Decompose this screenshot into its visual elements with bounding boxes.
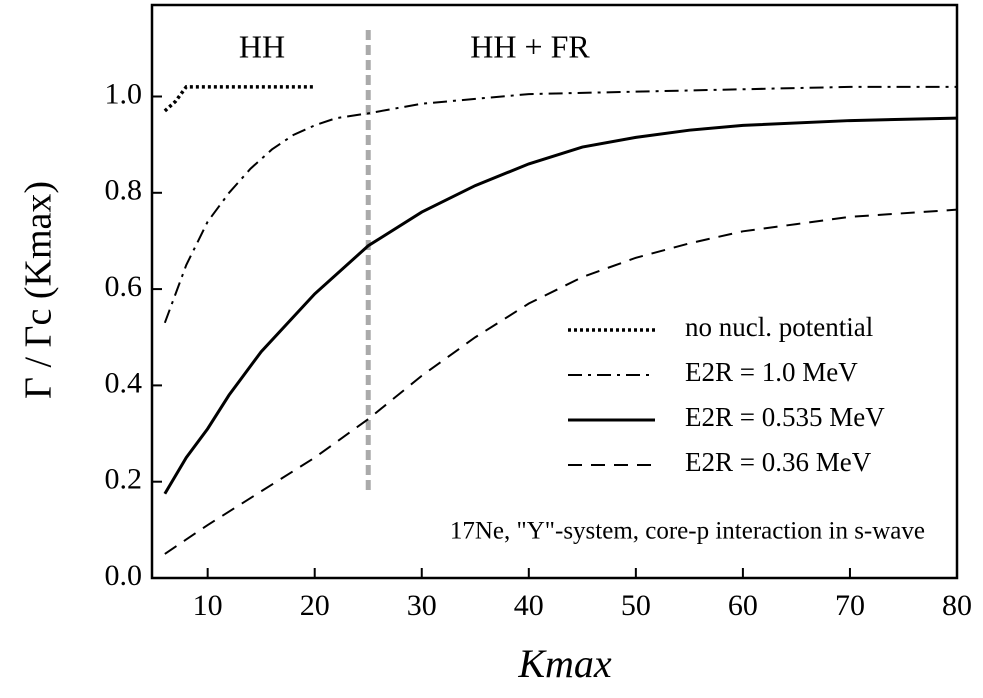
series-line [163, 116, 958, 495]
legend-label: E2R = 1.0 MeV [685, 357, 858, 387]
region-label: HH + FR [470, 28, 590, 64]
y-tick-label: 1.0 [105, 77, 143, 110]
series-line [164, 208, 958, 555]
series-line [163, 85, 315, 113]
x-tick-label: 10 [193, 589, 223, 622]
x-tick-label: 70 [835, 589, 865, 622]
region-label: HH [239, 28, 285, 64]
annotation: 17Ne, "Y"-system, core-p interaction in … [450, 518, 925, 545]
y-tick-label: 0.6 [105, 270, 143, 303]
x-tick-label: 20 [300, 589, 330, 622]
x-axis-label: Kmax [517, 641, 612, 686]
legend-label: E2R = 0.535 MeV [685, 402, 885, 432]
x-tick-label: 30 [407, 589, 437, 622]
y-tick-label: 0.0 [105, 559, 143, 592]
x-tick-label: 80 [942, 589, 972, 622]
y-tick-label: 0.4 [105, 366, 143, 399]
legend-label: no nucl. potential [685, 312, 873, 342]
y-axis-label: Γ / Γc (Kmax) [18, 181, 60, 399]
plot-frame [150, 3, 959, 580]
legend-label: E2R = 0.36 MeV [685, 447, 872, 477]
x-tick-label: 40 [514, 589, 544, 622]
y-tick-label: 0.8 [105, 174, 143, 207]
y-tick-label: 0.2 [105, 463, 143, 496]
x-tick-label: 50 [621, 589, 651, 622]
x-tick-label: 60 [728, 589, 758, 622]
series-line [163, 85, 957, 324]
